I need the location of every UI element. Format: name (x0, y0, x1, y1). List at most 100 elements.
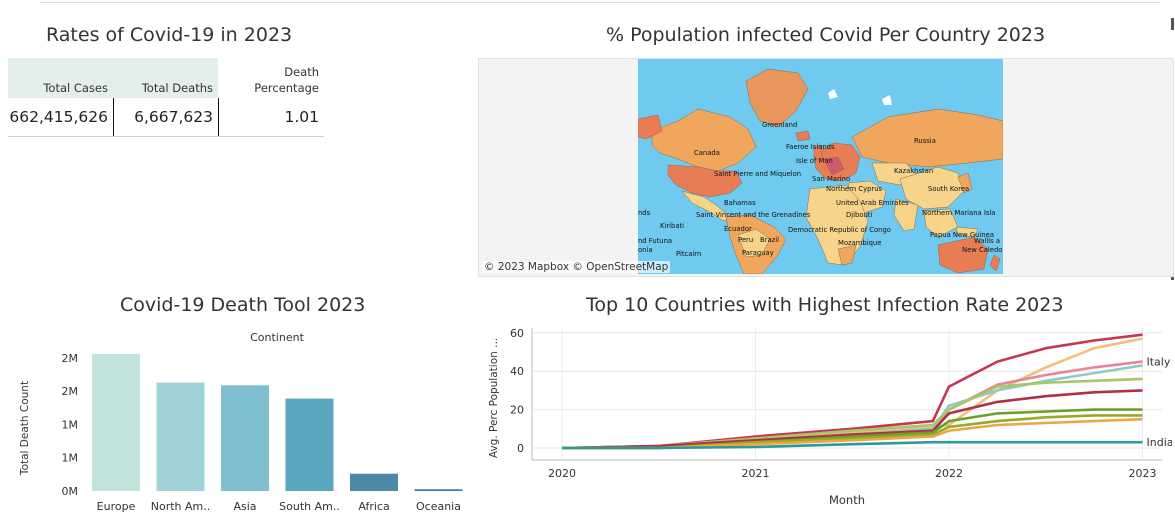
bar[interactable] (92, 354, 140, 491)
region-papua-new-guinea[interactable] (955, 226, 979, 238)
x-tick-label: South Am.. (279, 500, 340, 513)
y-tick-label: 20 (510, 404, 524, 417)
region-south-africa[interactable] (837, 244, 857, 266)
series-line[interactable] (562, 440, 1143, 450)
region-russia[interactable] (851, 108, 1003, 168)
y-tick-label: 0M (62, 485, 79, 498)
bar[interactable] (350, 473, 398, 491)
region-new-zealand[interactable] (989, 254, 1001, 272)
x-tick-label: Asia (233, 500, 256, 513)
map-label: Paraguay (742, 249, 774, 257)
line-chart-title: Top 10 Countries with Highest Infection … (586, 294, 1064, 316)
y-tick-label: 60 (510, 327, 524, 340)
region-greenland[interactable] (745, 68, 809, 128)
region-canada[interactable] (651, 108, 757, 172)
x-tick-label: 2020 (548, 467, 576, 480)
value-death-percentage: 1.01 (284, 108, 319, 126)
header-death-percentage[interactable]: Death Percentage (254, 65, 319, 95)
map-label: Canada (694, 149, 720, 157)
value-total-deaths: 6,667,623 (134, 108, 213, 126)
map-label: Northern Mariana Isla (922, 209, 995, 217)
y-tick-label: 40 (510, 365, 524, 378)
map-label: Wallis a (974, 237, 1000, 245)
map-label: Saint Vincent and the Grenadines (696, 211, 811, 219)
map-label: South Korea (928, 185, 969, 193)
map-label: New Caledo (962, 246, 1002, 254)
map-label: Isle of Man (796, 157, 833, 165)
map-label: Papua New Guinea (930, 231, 994, 239)
kpi-title: Rates of Covid-19 in 2023 (46, 24, 293, 46)
header-total-deaths[interactable]: Total Deaths (113, 58, 218, 98)
x-tick-label: 2023 (1129, 467, 1157, 480)
y-tick-label: 0 (517, 442, 524, 455)
map-label: Mozambique (838, 239, 881, 247)
bar[interactable] (414, 489, 463, 491)
x-tick-label: Oceania (416, 500, 461, 513)
map-label: Bahamas (724, 199, 756, 207)
bar-chart-title: Covid-19 Death Tool 2023 (120, 294, 366, 316)
map-label: nds (638, 209, 651, 217)
y-tick-label: 2M (62, 385, 79, 398)
column-divider (113, 98, 114, 136)
region-uk[interactable] (813, 144, 823, 160)
map-label: Faeroe Islands (786, 143, 835, 151)
header-total-cases[interactable]: Total Cases (8, 58, 113, 98)
x-tick-label: 2021 (742, 467, 770, 480)
region-brazil[interactable] (737, 228, 771, 258)
bar[interactable] (156, 382, 205, 491)
map-label: Pitcairn (676, 250, 701, 258)
kpi-table: Total Cases Total Deaths Death Percentage… (8, 58, 324, 138)
region-southeast-asia[interactable] (923, 208, 959, 238)
region-usa[interactable] (667, 164, 743, 198)
map-attribution[interactable]: © 2023 Mapbox © OpenStreetMap (482, 261, 671, 273)
series-end-label: India (1147, 436, 1173, 449)
bar-chart-column-header: Continent (250, 331, 304, 344)
map-title: % Population infected Covid Per Country … (606, 24, 1046, 46)
y-tick-label: 1M (62, 452, 79, 465)
arctic-island (882, 95, 892, 105)
map-label: San Marino (812, 175, 850, 183)
map-label: Kiribati (660, 222, 684, 230)
region-alaska[interactable] (638, 114, 663, 140)
map-labels: Greenland Faeroe Islands Isle of Man Can… (638, 121, 1002, 258)
table-bottom-line (8, 136, 324, 137)
map-label: Kazakhstan (894, 167, 933, 175)
map-label: United Arab Emirates (836, 199, 909, 207)
line-chart-x-axis-label: Month (829, 493, 865, 507)
region-korea-japan[interactable] (957, 172, 973, 194)
series-end-label: Italy (1147, 356, 1171, 369)
x-tick-label: Africa (358, 500, 389, 513)
bar-chart-y-axis-label: Total Death Count (19, 381, 31, 476)
world-map[interactable]: Greenland Faeroe Islands Isle of Man Can… (638, 59, 1003, 274)
map-label: Djibouti (846, 211, 872, 219)
region-iceland[interactable] (795, 130, 811, 142)
map-label: Peru (738, 236, 753, 244)
scroll-marker (1171, 18, 1174, 30)
y-tick-label: 2M (62, 352, 79, 365)
map-label: Northern Cyprus (826, 185, 883, 193)
map-label: Russia (914, 137, 936, 145)
series-line[interactable] (562, 417, 1143, 450)
arctic-island (828, 89, 838, 99)
map-label: Saint Pierre and Miquelon (714, 170, 801, 178)
map-label: onia (638, 246, 653, 254)
value-total-cases: 662,415,626 (9, 108, 108, 126)
column-divider (218, 98, 219, 136)
line-chart-y-axis-label: Avg. Perc Population ... (488, 338, 500, 458)
bar-chart[interactable]: Continent Total Death Count 2M 2M 1M 1M 0M E… (0, 326, 470, 526)
region-central-europe[interactable] (823, 156, 845, 176)
map-label: nd Futuna (638, 237, 672, 245)
map-label: Ecuador (724, 225, 752, 233)
map-label: Greenland (762, 121, 797, 129)
y-tick-label: 1M (62, 418, 79, 431)
region-india[interactable] (893, 198, 919, 232)
series-line[interactable] (561, 389, 1143, 450)
x-tick-label: 2022 (935, 467, 963, 480)
line-chart[interactable]: Avg. Perc Population ... Month 0 20 40 60 20… (480, 320, 1172, 520)
map-label: Democratic Republic of Congo (788, 226, 891, 234)
bar[interactable] (285, 398, 334, 491)
map-label: Brazil (760, 236, 779, 244)
region-china[interactable] (899, 166, 965, 210)
bar[interactable] (221, 385, 269, 491)
top-divider (40, 2, 1160, 3)
